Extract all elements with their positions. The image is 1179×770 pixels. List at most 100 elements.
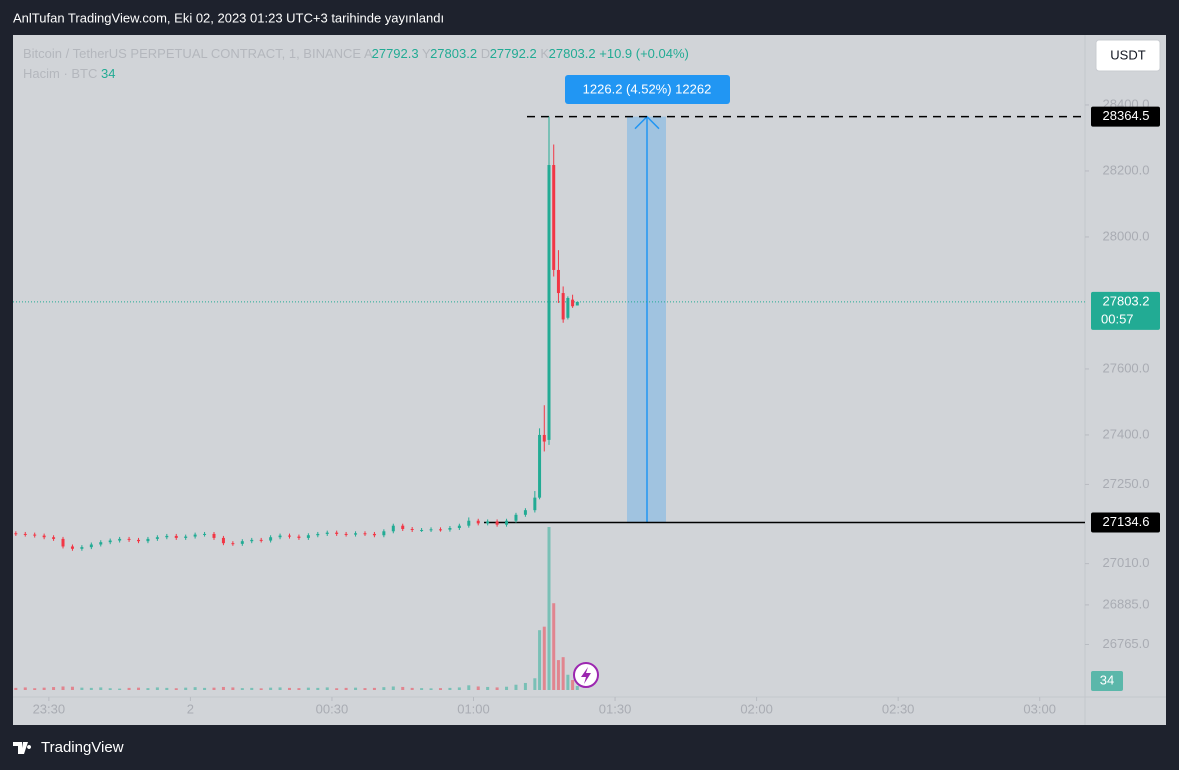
- volume-bar: [457, 687, 461, 690]
- candle-body: [547, 165, 551, 440]
- measure-label-box: [565, 75, 730, 104]
- volume-bar: [240, 688, 244, 690]
- volume-bar: [61, 686, 65, 690]
- volume-bar: [297, 688, 301, 690]
- chart-panel: [13, 35, 1166, 725]
- candle-body: [566, 297, 570, 318]
- candle-body: [523, 510, 527, 515]
- volume-bar: [250, 687, 254, 690]
- volume-bar: [137, 687, 141, 690]
- candle-body: [174, 535, 178, 538]
- volume-bar: [203, 687, 207, 690]
- x-tick-label: 02:30: [882, 701, 915, 716]
- logo-mark: [13, 742, 32, 754]
- plot: 28400.028200.028000.027600.027400.027250…: [13, 75, 1160, 716]
- y-tick-label: 28200.0: [1103, 162, 1150, 177]
- candle-body: [269, 537, 273, 541]
- alert-icon[interactable]: [573, 662, 599, 688]
- candle-body: [287, 535, 291, 537]
- x-tick-label: 02:00: [740, 701, 773, 716]
- ohlc-value: 27792.3: [371, 46, 419, 61]
- volume-bar: [155, 687, 159, 690]
- high-label-box: [1091, 106, 1160, 127]
- volume-bar: [52, 687, 56, 690]
- y-tick-label: 26885.0: [1103, 596, 1150, 611]
- ohlc-label: D: [480, 46, 491, 61]
- volume-value: 34: [101, 66, 116, 81]
- candle-body: [23, 533, 27, 535]
- volume-bar: [372, 687, 376, 690]
- volume-bar: [467, 685, 471, 690]
- volume-bar: [231, 687, 235, 690]
- volume-bar: [448, 687, 452, 690]
- candle-body: [118, 538, 122, 541]
- ohlc-label: Y: [422, 46, 431, 61]
- candle-body: [420, 529, 424, 531]
- volume-bar: [335, 688, 339, 690]
- candle-body: [184, 536, 188, 538]
- candle-body: [457, 525, 461, 528]
- candle-body: [486, 521, 490, 524]
- candle-body: [448, 527, 452, 530]
- volume-bar: [438, 688, 442, 690]
- candle-body: [61, 538, 65, 547]
- candle-body: [278, 535, 282, 538]
- volume-bar: [306, 687, 310, 690]
- candle-body: [52, 537, 56, 539]
- candle-body: [155, 537, 159, 539]
- logo-text: TradingView: [41, 739, 124, 756]
- ohlc-label: K: [540, 46, 549, 61]
- volume-bar: [23, 687, 27, 690]
- volume-bar: [542, 626, 546, 690]
- volume-bar: [89, 687, 93, 690]
- volume-bar: [505, 686, 509, 690]
- volume-bar: [523, 682, 527, 690]
- candle-body: [429, 529, 433, 531]
- measure-low-label: 27134.6: [1103, 514, 1150, 529]
- volume-bar: [533, 678, 537, 690]
- candle-body: [203, 533, 207, 535]
- volume-bar: [391, 686, 395, 690]
- candle-body: [146, 538, 150, 542]
- volume-bar: [212, 687, 216, 690]
- currency-button[interactable]: [1095, 39, 1161, 72]
- candle-body: [467, 520, 471, 526]
- volume-bar: [429, 688, 433, 690]
- volume-bar: [552, 603, 556, 690]
- volume-bar: [99, 687, 103, 690]
- volume-bar: [146, 688, 150, 690]
- candle-body: [391, 525, 395, 532]
- candle-body: [99, 542, 103, 545]
- candle-body: [514, 514, 518, 521]
- candle-body: [561, 293, 565, 320]
- volume-bar: [70, 686, 74, 690]
- volume-bar: [575, 686, 579, 690]
- candle-body: [89, 544, 93, 548]
- volume-bar: [344, 687, 348, 690]
- currency-label: USDT: [1110, 47, 1145, 62]
- candle-body: [108, 540, 112, 543]
- x-tick-label: 23:30: [33, 701, 66, 716]
- symbol-title: Bitcoin / TetherUS PERPETUAL CONTRACT, 1…: [23, 46, 362, 61]
- candle-body: [80, 547, 84, 549]
- candle-body: [42, 535, 46, 538]
- volume-bar: [259, 688, 263, 690]
- header-title: AnlTufan TradingView.com, Eki 02, 2023 0…: [13, 10, 444, 25]
- volume-bar: [354, 687, 358, 690]
- candle-body: [221, 537, 225, 544]
- candle-body: [306, 535, 310, 538]
- volume-bar: [566, 674, 570, 690]
- volume-bar: [174, 688, 178, 690]
- candle-body: [363, 533, 367, 535]
- volume-bar: [401, 686, 405, 690]
- candle-body: [212, 533, 216, 538]
- volume-bar: [316, 687, 320, 690]
- candle-body: [495, 521, 499, 525]
- candle-body: [344, 533, 348, 535]
- high-label: 28364.5: [1103, 108, 1150, 123]
- volume-bar: [556, 660, 560, 690]
- volume-bar: [476, 686, 480, 690]
- candle-body: [165, 535, 169, 538]
- legend: Bitcoin / TetherUS PERPETUAL CONTRACT, 1…: [23, 44, 689, 84]
